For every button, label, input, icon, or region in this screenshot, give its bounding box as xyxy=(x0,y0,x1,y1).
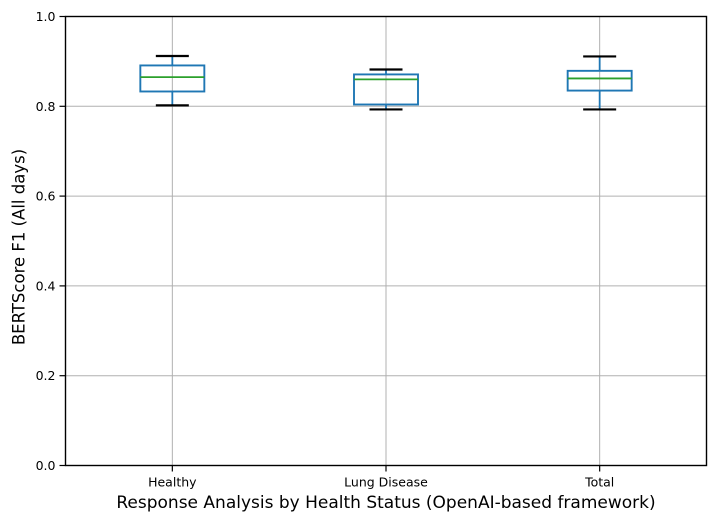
box xyxy=(139,64,206,93)
x-tick-label: Total xyxy=(584,475,614,490)
box xyxy=(353,73,419,106)
x-tick-label: Healthy xyxy=(148,475,197,490)
y-tick-label: 1.0 xyxy=(36,9,56,24)
y-tick-label: 0.8 xyxy=(36,99,56,114)
y-tick-label: 0.2 xyxy=(36,368,56,383)
box xyxy=(566,69,633,92)
y-axis-label: BERTScore F1 (All days) xyxy=(9,148,29,346)
x-tick-label: Lung Disease xyxy=(344,475,428,490)
y-tick-label: 0.4 xyxy=(36,278,56,293)
y-tick-label: 0.6 xyxy=(36,189,56,204)
y-tick-label: 0.0 xyxy=(36,458,56,473)
x-axis-label: Response Analysis by Health Status (Open… xyxy=(116,493,656,513)
